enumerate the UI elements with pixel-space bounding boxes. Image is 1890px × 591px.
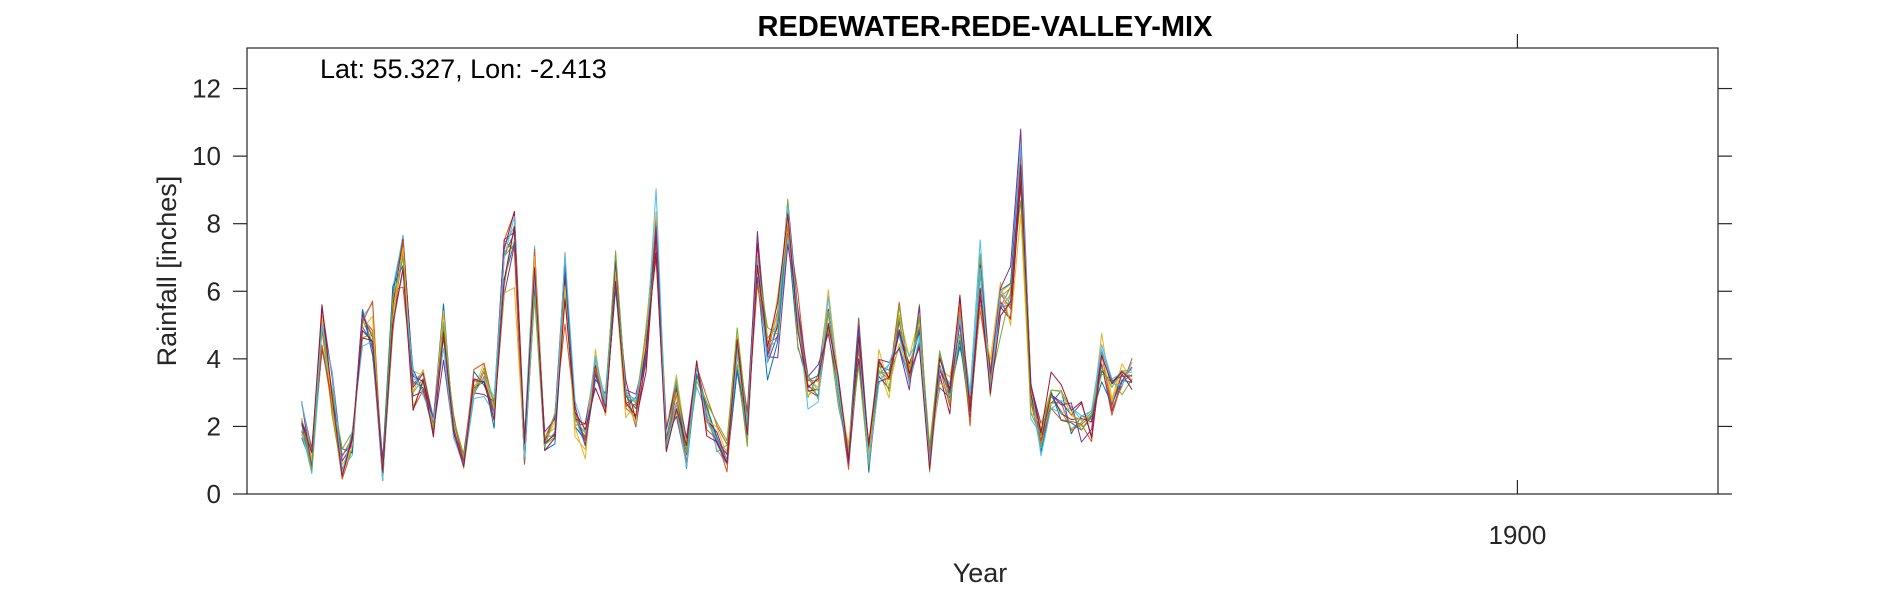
chart-title: REDEWATER-REDE-VALLEY-MIX bbox=[758, 11, 1214, 43]
y-tick-label-0: 0 bbox=[207, 479, 221, 509]
series-group bbox=[301, 128, 1133, 481]
y-tick-label-4: 8 bbox=[207, 209, 221, 239]
series-line-10 bbox=[301, 211, 1133, 481]
y-tick-label-2: 4 bbox=[207, 344, 221, 374]
y-tick-label-1: 2 bbox=[207, 411, 221, 441]
location-annotation: Lat: 55.327, Lon: -2.413 bbox=[320, 54, 607, 84]
x-axis-label: Year bbox=[953, 558, 1008, 588]
x-tick-label-0: 1900 bbox=[1488, 520, 1546, 550]
y-axis-label: Rainfall [inches] bbox=[152, 176, 182, 367]
y-tick-label-5: 10 bbox=[192, 141, 221, 171]
axes-group: 0 2 4 6 8 10 12 1900 bbox=[192, 34, 1732, 550]
series-line-14 bbox=[301, 164, 1133, 477]
y-tick-label-3: 6 bbox=[207, 276, 221, 306]
y-tick-label-6: 12 bbox=[192, 74, 221, 104]
